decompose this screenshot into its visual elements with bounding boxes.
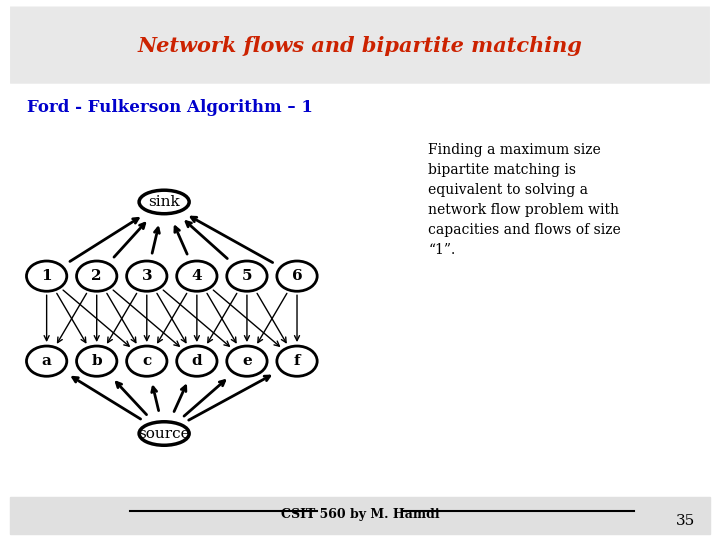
Circle shape: [227, 346, 267, 376]
Text: 4: 4: [192, 269, 202, 283]
Bar: [10, 497, 710, 534]
Circle shape: [176, 346, 217, 376]
Ellipse shape: [139, 190, 189, 214]
Circle shape: [227, 261, 267, 291]
Text: Network flows and bipartite matching: Network flows and bipartite matching: [138, 36, 582, 56]
Circle shape: [27, 261, 67, 291]
FancyBboxPatch shape: [10, 6, 710, 84]
Circle shape: [277, 261, 318, 291]
Text: Finding a maximum size
bipartite matching is
equivalent to solving a
network flo: Finding a maximum size bipartite matchin…: [428, 143, 621, 258]
Circle shape: [277, 346, 318, 376]
Text: sink: sink: [148, 195, 180, 209]
Text: c: c: [142, 354, 151, 368]
Text: f: f: [294, 354, 300, 368]
Text: 6: 6: [292, 269, 302, 283]
Circle shape: [76, 261, 117, 291]
Text: b: b: [91, 354, 102, 368]
Text: 3: 3: [141, 269, 152, 283]
Text: d: d: [192, 354, 202, 368]
Text: 35: 35: [675, 514, 695, 528]
Text: Ford - Fulkerson Algorithm – 1: Ford - Fulkerson Algorithm – 1: [27, 99, 313, 117]
Text: 2: 2: [91, 269, 102, 283]
Circle shape: [127, 346, 167, 376]
Text: a: a: [42, 354, 52, 368]
Circle shape: [76, 346, 117, 376]
Text: 5: 5: [242, 269, 252, 283]
Text: 1: 1: [41, 269, 52, 283]
Circle shape: [176, 261, 217, 291]
Text: CSIT 560 by M. Hamdi: CSIT 560 by M. Hamdi: [281, 508, 439, 521]
Ellipse shape: [139, 422, 189, 446]
Circle shape: [127, 261, 167, 291]
Text: source: source: [138, 427, 190, 441]
Circle shape: [27, 346, 67, 376]
Text: e: e: [242, 354, 252, 368]
